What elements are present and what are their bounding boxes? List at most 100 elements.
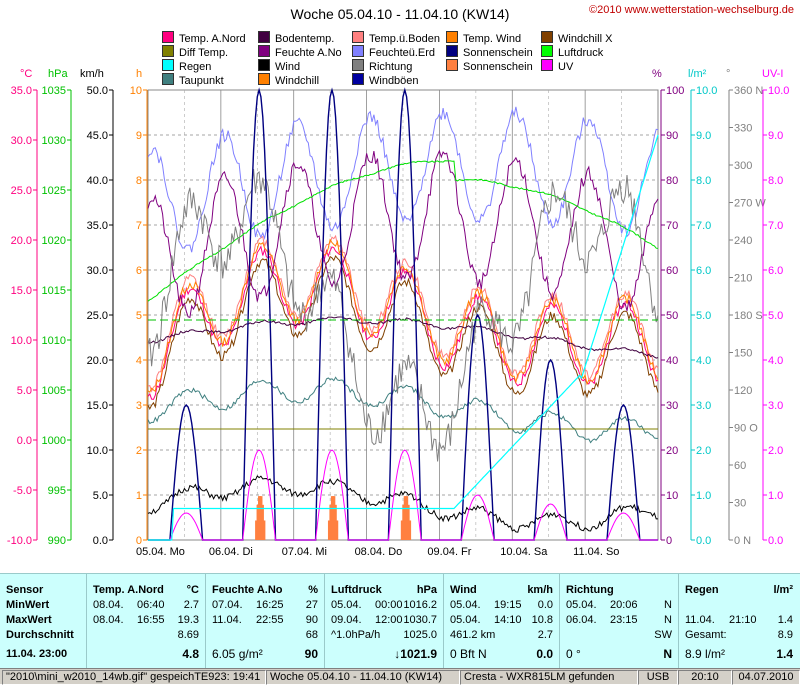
dir-time: 23:15 [610,614,638,626]
axis-tick-label: 50 [666,310,678,322]
hum-value: 27 [305,599,318,611]
legend-swatch [446,59,458,71]
wind-date: 0 Bft N [450,647,487,661]
axis-tick-label: 4.0 [768,355,783,367]
hum-title: Feuchte A.No [212,584,283,596]
temp-value: 2.7 [183,599,199,611]
dir-row: SW [566,628,672,643]
press-time: 12:00 [375,614,403,626]
axis-tick-label: 3.0 [768,400,783,412]
press-row: 09.04. 12:00 1030.7 [331,613,437,628]
dir-title: Richtung [566,584,614,596]
chart-title: Woche 05.04.10 - 11.04.10 (KW14) [290,6,510,22]
legend-label: Diff Temp. [179,47,229,59]
axis-tick-label: 0 N [734,535,751,547]
legend-label: Regen [179,61,212,73]
unit-celsius: °C [20,68,33,80]
axis-tick-label: 3 [136,400,142,412]
axis-tick-label: 1000 [42,435,66,447]
dir-value: N [664,599,672,611]
temp-title: Temp. A.Nord [93,584,164,596]
axis-tick-label: 30 [666,400,678,412]
hum-row: 07.04. 16:25 27 [212,598,318,613]
press-row: ↓1021.9 [331,647,437,662]
temp-date: 08.04. [93,614,124,626]
legend-label: Windchill X [558,33,613,45]
axis-tick-label: 9.0 [696,130,711,142]
temp-row: 08.04. 06:40 2.7 [93,598,199,613]
wind-title: Wind [450,584,477,596]
legend-item: Richtung [352,59,412,73]
legend-label: UV [558,61,574,73]
axis-tick-label: 10.0 [696,85,717,97]
rain-value: 1.4 [776,647,793,661]
series-dewpoint [147,376,658,444]
legend-item: Temp. Wind [446,31,521,45]
weather-chart-panel: Woche 05.04.10 - 11.04.10 (KW14) ©2010 w… [7,4,794,558]
copyright-text[interactable]: ©2010 www.wetterstation-wechselburg.de [589,4,794,16]
axis-tick-label: 1 [136,490,142,502]
legend-label: Sonnenschein [463,61,533,73]
unit-rain: l/m² [688,68,707,80]
wind-date: 05.04. [450,614,481,626]
series-temp-nord [147,245,659,400]
legend-item: Feuchteü.Erd [352,45,435,59]
hum-date: 6.05 g/m² [212,647,263,661]
axis-tick-label: 6.0 [768,265,783,277]
axis-tick-label: 7 [136,220,142,232]
axis-tick-label: 70 [666,220,678,232]
axis-tick-label: 5 [136,310,142,322]
rain-time: 21:10 [729,614,757,626]
unit-percent: % [652,68,662,80]
wind-row: 05.04. 14:10 10.8 [450,613,553,628]
axis-tick-label: 30.0 [87,265,108,277]
sunshine-bar [335,520,339,540]
sensor-title: Sensor [6,584,44,596]
press-value: 1016.2 [403,599,437,611]
axis-tick-label: 2.0 [696,445,711,457]
legend-label: Windchill [275,75,320,87]
hum-time: 22:55 [256,614,284,626]
day-label: 06.04. Di [208,546,253,558]
temp-value: 19.3 [177,614,199,626]
legend-swatch [162,59,174,71]
axis-tick-label: 1015 [42,285,66,297]
legend-swatch [258,45,270,57]
axis-tick-label: 100 [666,85,684,97]
series-humidity-ground [147,106,659,253]
wind-value: 10.8 [531,614,553,626]
legend-item: Luftdruck [541,45,603,59]
series-direction [147,168,659,462]
day-label: 11.04. So [573,546,620,558]
legend-item: Bodentemp. [258,31,334,45]
unit-degree: ° [726,68,731,80]
legend-label: Temp. A.Nord [179,33,246,45]
row-label-avg: Durchschnitt [6,629,74,641]
axis-tick-label: 40 [666,355,678,367]
axis-tick-label: 180 S [734,310,763,322]
axis-tick-label: 0.0 [93,535,108,547]
legend-label: Sonnenschein [463,47,533,59]
press-row: ^1.0hPa/h 1025.0 [331,628,437,643]
legend-swatch [352,45,364,57]
axis-tick-label: 0.0 [768,535,783,547]
axis-tick-label: 10.0 [768,85,789,97]
series-wind [147,475,658,533]
dir-value: N [663,647,672,661]
axis-tick-label: 60 [734,460,746,472]
hum-time: 16:25 [256,599,284,611]
wind-time: 19:15 [494,599,522,611]
legend-item: Sonnenschein [446,45,533,59]
legend-item: Wind [258,59,300,73]
rain-row: 8.9 l/m² 1.4 [685,647,793,662]
axis-tick-label: 5.0 [17,385,32,397]
axis-tick-label: 360 N [734,85,763,97]
legend-item: Regen [162,59,212,73]
legend-item: Windchill [258,73,320,87]
axis-tick-label: 10.0 [87,445,108,457]
axis-tick-label: 35.0 [11,85,32,97]
axis-tick-label: 2 [136,445,142,457]
legend-swatch [162,73,174,85]
axis-tick-label: 9.0 [768,130,783,142]
axis-tick-label: 6.0 [696,265,711,277]
